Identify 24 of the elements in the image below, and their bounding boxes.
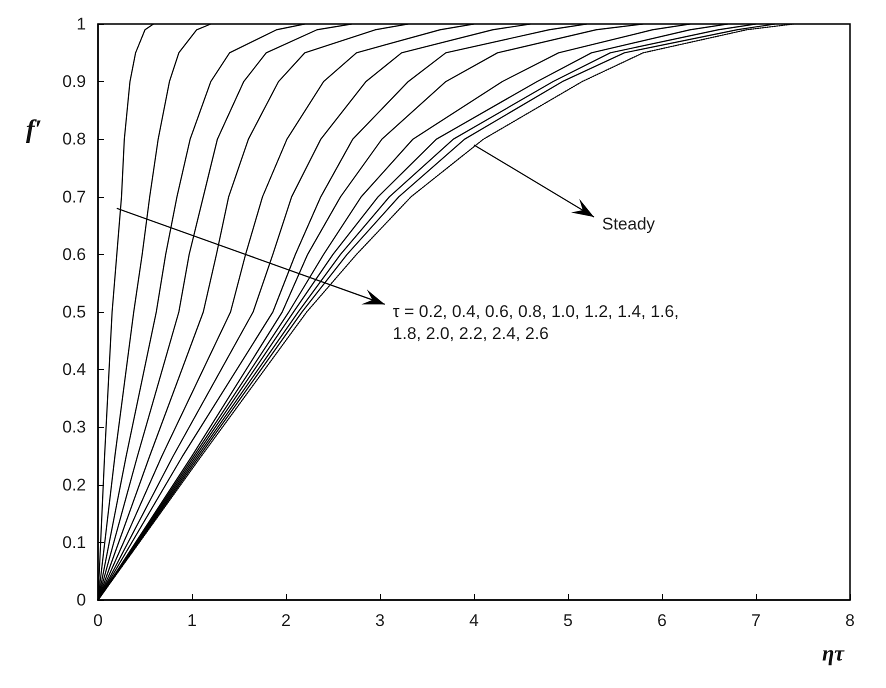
y-tick-label: 0.2 <box>62 475 86 494</box>
x-tick-label: 3 <box>375 611 385 630</box>
x-tick-label: 2 <box>281 611 291 630</box>
y-tick-label: 0.4 <box>62 360 86 380</box>
x-tick-label: 8 <box>845 611 855 630</box>
x-axis-title: ητ <box>822 640 846 666</box>
y-tick-label: 0.3 <box>62 418 86 437</box>
y-tick-label: 0.7 <box>62 187 86 206</box>
y-tick-label: 0.1 <box>62 532 86 552</box>
x-tick-label: 6 <box>657 611 667 630</box>
y-tick-label: 0.9 <box>62 72 86 92</box>
x-tick-label: 0 <box>93 611 103 630</box>
y-tick-label: 1 <box>76 14 86 34</box>
annotation: Steady <box>602 214 656 234</box>
x-tick-label: 1 <box>187 611 197 630</box>
annotation: τ = 0.2, 0.4, 0.6, 0.8, 1.0, 1.2, 1.4, 1.6, 1.8, 2.0, 2.2, 2.4, 2.6 <box>392 302 679 343</box>
y-tick-label: 0.5 <box>62 302 86 322</box>
x-tick-label: 5 <box>563 611 573 630</box>
x-tick-label: 4 <box>469 611 479 630</box>
y-tick-label: 0 <box>76 590 86 610</box>
y-axis-title: f′ <box>26 114 42 144</box>
y-tick-label: 0.6 <box>62 244 86 264</box>
y-tick-label: 0.8 <box>62 130 86 149</box>
x-tick-label: 7 <box>751 611 761 630</box>
